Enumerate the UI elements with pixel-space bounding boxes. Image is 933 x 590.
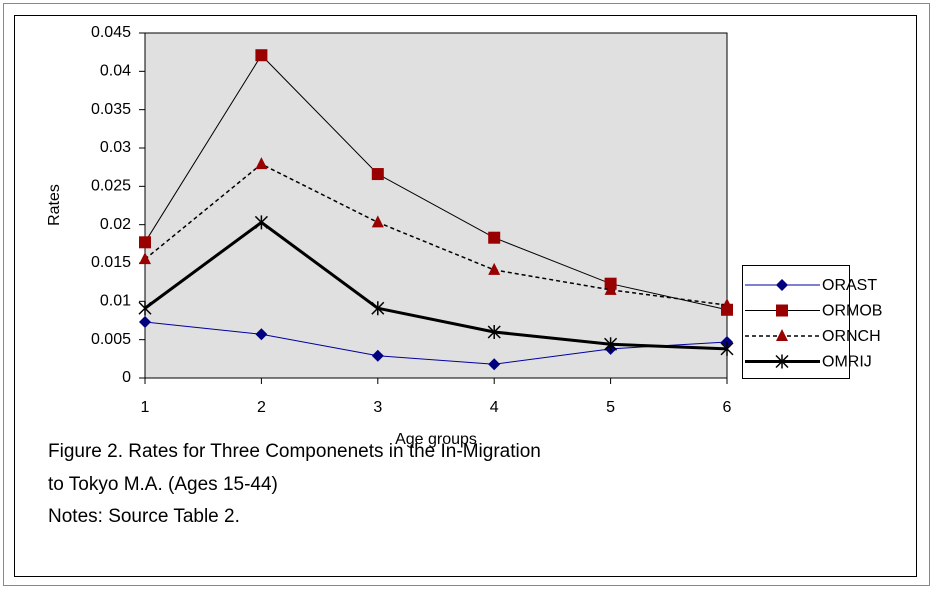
marker xyxy=(604,337,618,352)
marker xyxy=(255,328,268,341)
marker xyxy=(604,282,617,295)
marker xyxy=(139,316,151,329)
marker xyxy=(721,298,733,311)
y-tick-label: 0.035 xyxy=(91,101,131,118)
legend xyxy=(742,265,850,379)
marker xyxy=(488,358,501,371)
series-line xyxy=(144,321,728,365)
caption-line: Notes: Source Table 2. xyxy=(48,506,240,527)
y-tick-label: 0.005 xyxy=(91,331,131,348)
caption-line: to Tokyo M.A. (Ages 15-44) xyxy=(48,474,278,495)
legend-label: OMRIJ xyxy=(822,354,872,371)
marker xyxy=(371,349,384,362)
x-tick-label: 3 xyxy=(373,399,382,416)
x-tick-label: 4 xyxy=(490,399,499,416)
marker xyxy=(255,157,268,170)
marker xyxy=(139,252,151,265)
marker xyxy=(138,301,152,316)
x-axis-label: Age groups xyxy=(395,431,477,448)
legend-marker xyxy=(776,279,788,291)
y-tick-label: 0.04 xyxy=(100,63,131,80)
marker xyxy=(371,215,384,228)
series-line xyxy=(144,163,728,306)
legend-marker xyxy=(775,354,789,369)
marker xyxy=(139,236,151,249)
caption-line: Figure 2. Rates for Three Componenets in… xyxy=(48,441,541,462)
marker xyxy=(371,168,384,181)
y-tick-label: 0.01 xyxy=(100,293,131,310)
outer-border xyxy=(3,3,930,586)
series-line xyxy=(144,220,728,351)
marker xyxy=(488,231,501,244)
chart-frame xyxy=(14,15,917,577)
legend-label: ORMOB xyxy=(822,303,882,320)
legend-label: ORAST xyxy=(822,277,877,294)
x-tick-label: 6 xyxy=(723,399,732,416)
legend-marker xyxy=(776,329,788,341)
x-tick-label: 1 xyxy=(141,399,150,416)
y-tick-label: 0.03 xyxy=(100,139,131,156)
marker xyxy=(255,49,268,62)
y-tick-label: 0.025 xyxy=(91,178,131,195)
y-tick-label: 0.02 xyxy=(100,216,131,233)
legend-label: ORNCH xyxy=(822,328,881,345)
x-tick-label: 5 xyxy=(606,399,615,416)
series-line xyxy=(144,54,728,311)
marker xyxy=(254,215,268,230)
legend-marker xyxy=(776,304,788,317)
y-tick-label: 0.045 xyxy=(91,24,131,41)
marker xyxy=(488,262,501,275)
x-tick-label: 2 xyxy=(257,399,266,416)
marker xyxy=(371,301,385,316)
y-tick-label: 0.015 xyxy=(91,254,131,271)
marker xyxy=(487,325,501,339)
y-axis-label: Rates xyxy=(46,184,63,226)
y-tick-label: 0 xyxy=(122,369,131,386)
marker xyxy=(720,341,734,356)
